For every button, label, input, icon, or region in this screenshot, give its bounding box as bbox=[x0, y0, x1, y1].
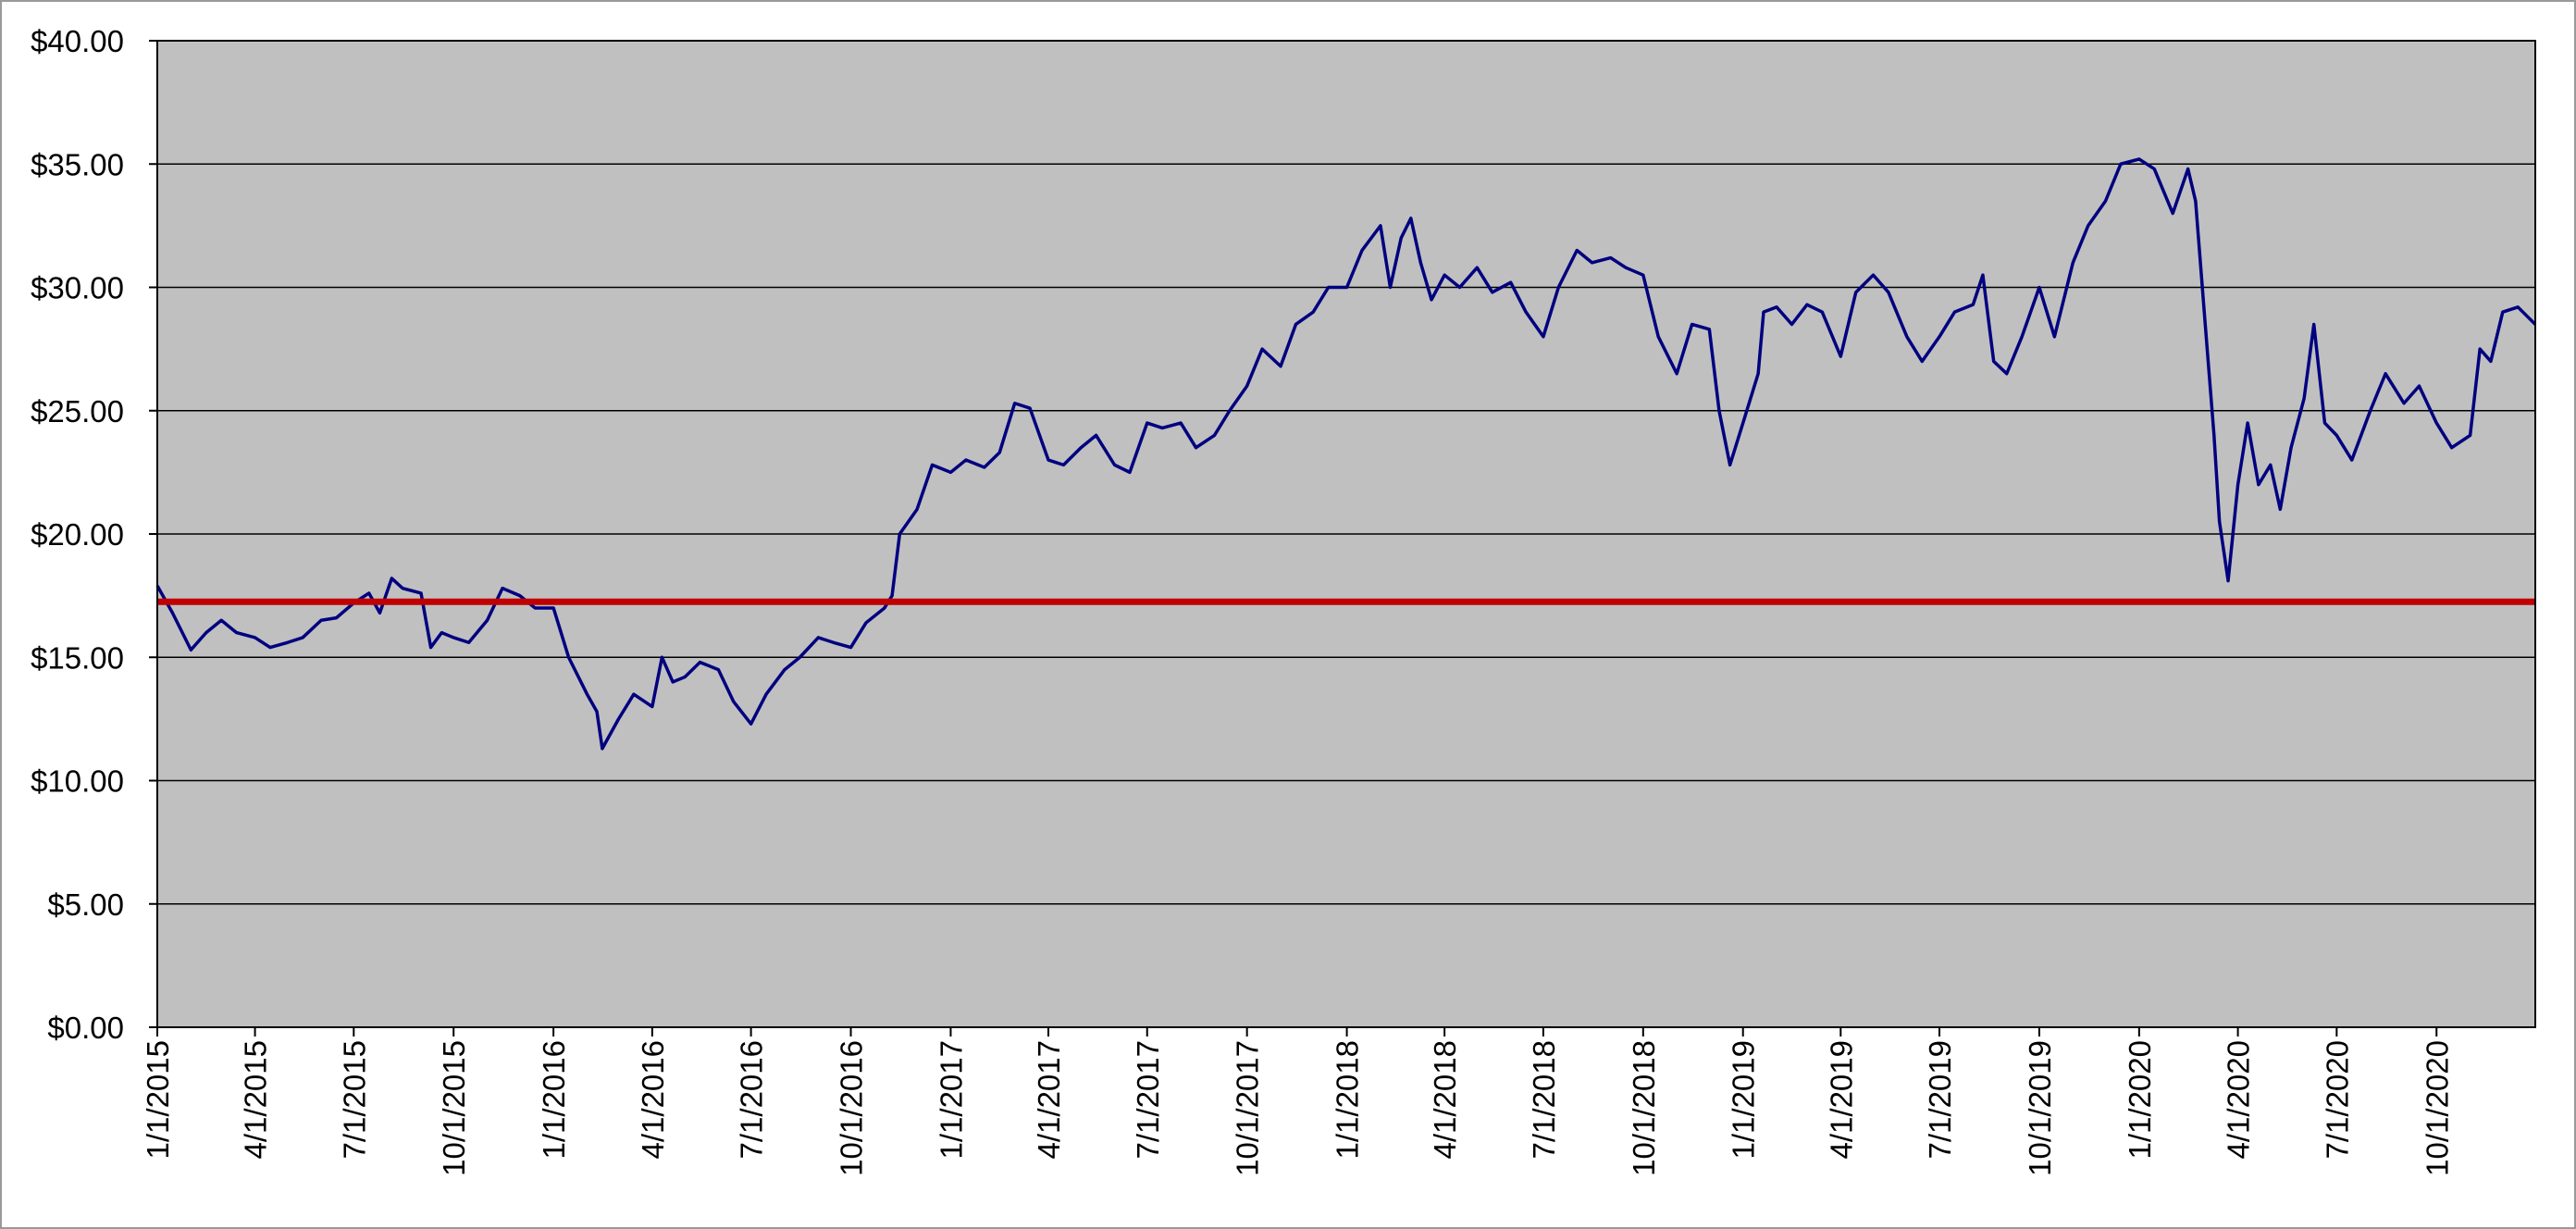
x-tick-label: 10/1/2015 bbox=[437, 1040, 471, 1176]
x-tick-label: 7/1/2017 bbox=[1131, 1040, 1165, 1159]
x-tick-label: 4/1/2019 bbox=[1824, 1040, 1858, 1159]
x-tick-label: 10/1/2020 bbox=[2420, 1040, 2454, 1176]
y-tick-label: $10.00 bbox=[31, 764, 124, 799]
x-tick-label: 7/1/2020 bbox=[2320, 1040, 2354, 1159]
y-tick-label: $30.00 bbox=[31, 271, 124, 305]
y-tick-label: $40.00 bbox=[31, 24, 124, 58]
x-tick-label: 7/1/2015 bbox=[337, 1040, 371, 1159]
x-tick-label: 10/1/2018 bbox=[1627, 1040, 1661, 1176]
x-tick-label: 1/1/2018 bbox=[1331, 1040, 1365, 1159]
y-tick-label: $5.00 bbox=[47, 888, 124, 922]
x-tick-label: 4/1/2016 bbox=[636, 1040, 670, 1159]
x-tick-label: 1/1/2019 bbox=[1727, 1040, 1761, 1159]
x-tick-label: 4/1/2020 bbox=[2222, 1040, 2256, 1159]
x-tick-label: 4/1/2015 bbox=[239, 1040, 273, 1159]
y-tick-label: $35.00 bbox=[31, 147, 124, 181]
price-line bbox=[155, 157, 2537, 751]
x-tick-label: 1/1/2017 bbox=[934, 1040, 968, 1159]
x-tick-label: 4/1/2018 bbox=[1428, 1040, 1462, 1159]
x-tick-label: 7/1/2019 bbox=[1923, 1040, 1957, 1159]
x-tick-label: 7/1/2016 bbox=[735, 1040, 769, 1159]
x-tick-label: 10/1/2017 bbox=[1231, 1040, 1265, 1176]
x-tick-label: 7/1/2018 bbox=[1527, 1040, 1561, 1159]
y-tick-label: $15.00 bbox=[31, 640, 124, 675]
x-tick-label: 10/1/2019 bbox=[2023, 1040, 2057, 1176]
x-tick-label: 1/1/2016 bbox=[537, 1040, 571, 1159]
y-tick-label: $0.00 bbox=[47, 1011, 124, 1045]
plot-border bbox=[156, 40, 2536, 1028]
y-tick-label: $25.00 bbox=[31, 394, 124, 428]
x-tick-label: 1/1/2020 bbox=[2123, 1040, 2157, 1159]
x-tick-label: 1/1/2015 bbox=[141, 1040, 175, 1159]
x-tick-label: 10/1/2016 bbox=[835, 1040, 869, 1176]
y-tick-label: $20.00 bbox=[31, 517, 124, 552]
x-tick-label: 4/1/2017 bbox=[1032, 1040, 1066, 1159]
